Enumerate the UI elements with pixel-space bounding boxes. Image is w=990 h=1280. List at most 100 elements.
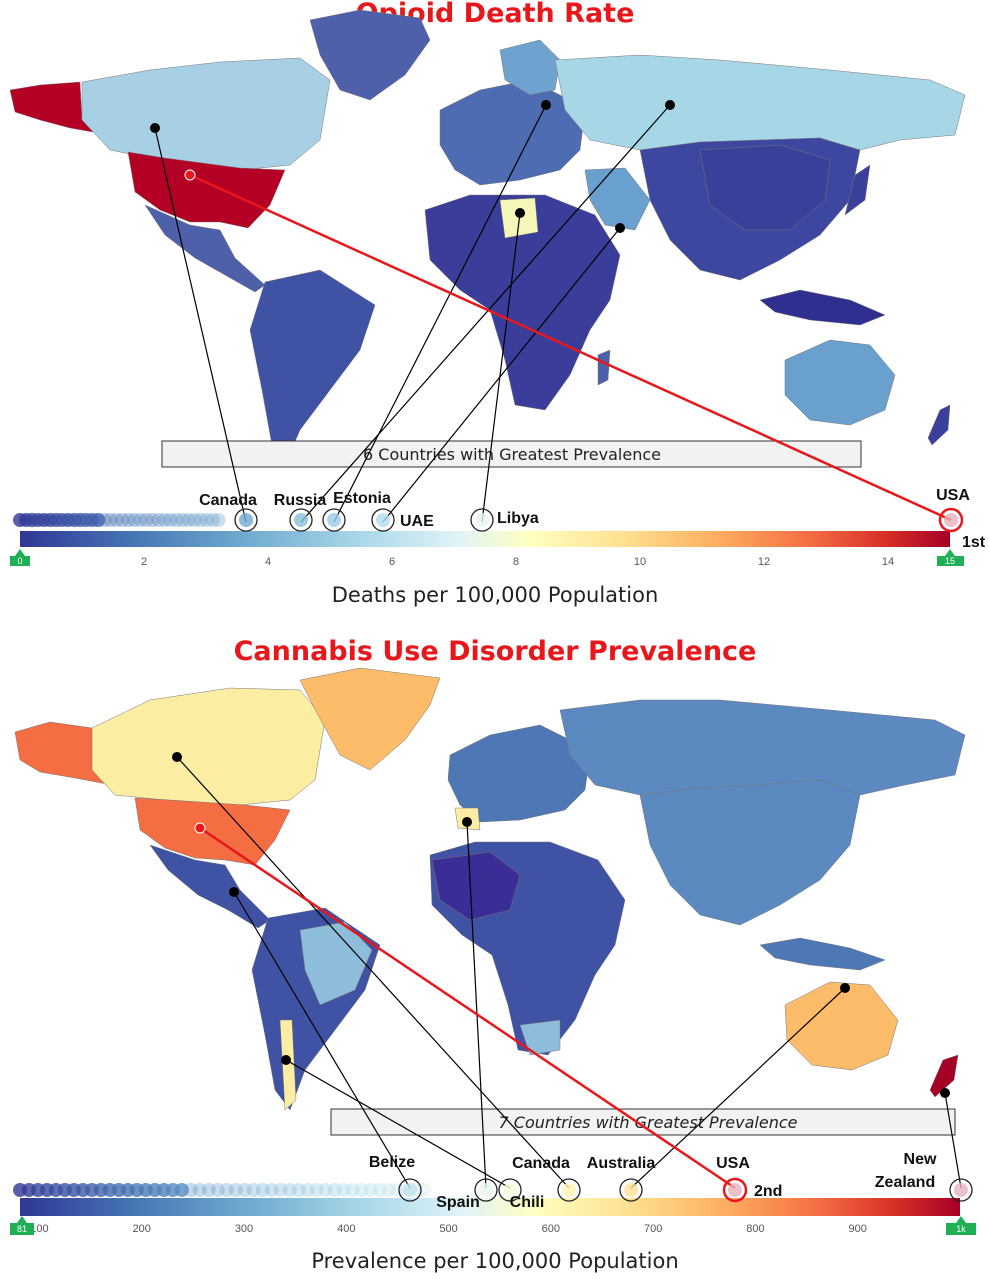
distribution-dot: [318, 1183, 333, 1197]
cannabis-dot-strip: [13, 1183, 432, 1197]
label-canada-2: Canada: [512, 1155, 570, 1172]
ring-usa[interactable]: [722, 1177, 748, 1203]
axis-tick-300: 300: [235, 1223, 253, 1235]
distribution-dot: [309, 1183, 324, 1197]
distribution-dot: [291, 1183, 306, 1197]
ring-new-zealand[interactable]: [949, 1178, 973, 1202]
map-brazil-2: [299, 921, 373, 1006]
map-south-africa-2: [519, 1019, 561, 1056]
map-australia-2: [784, 981, 899, 1071]
cannabis-panel: 7 Countries with Greatest Prevalence 100…: [10, 667, 976, 1235]
cannabis-box: [330, 1108, 956, 1136]
cannabis-rings: [398, 1177, 973, 1203]
opioid-world-map: [9, 9, 966, 466]
ring-uae[interactable]: [371, 508, 395, 532]
cannabis-max-badge-text: 1k: [956, 1224, 966, 1234]
distribution-dot: [174, 1183, 189, 1197]
label-estonia: Estonia: [333, 490, 391, 507]
distribution-dot: [336, 1183, 351, 1197]
distribution-dot: [133, 513, 148, 527]
map-russia-2: [559, 699, 966, 796]
distribution-dot: [273, 1183, 288, 1197]
distribution-dot: [192, 1183, 207, 1197]
distribution-dot: [354, 1183, 369, 1197]
axis-tick-200: 200: [133, 1223, 151, 1235]
distribution-dot: [127, 513, 142, 527]
distribution-dot: [103, 513, 118, 527]
cannabis-min-badge[interactable]: 81: [10, 1216, 34, 1235]
distribution-dot: [205, 513, 220, 527]
map-indonesia: [759, 289, 886, 326]
distribution-dot: [145, 513, 160, 527]
distribution-dot: [157, 513, 172, 527]
map-greenland: [309, 9, 431, 101]
axis-tick-6: 6: [389, 556, 395, 568]
opioid-connectors: [154, 104, 671, 523]
label-belize: Belize: [369, 1154, 415, 1171]
cannabis-box-label: 7 Countries with Greatest Prevalence: [499, 1113, 798, 1132]
point-chili: [281, 1055, 291, 1065]
ring-belize[interactable]: [398, 1178, 422, 1202]
distribution-dot: [255, 1183, 270, 1197]
label-libya: Libya: [497, 510, 539, 527]
ring-chili[interactable]: [498, 1178, 522, 1202]
opioid-box-label: 6 Countries with Greatest Prevalence: [363, 445, 661, 464]
distribution-dot: [151, 513, 166, 527]
point-estonia: [541, 100, 551, 110]
distribution-dot: [372, 1183, 387, 1197]
label-uae: UAE: [400, 513, 434, 530]
ring-libya[interactable]: [470, 508, 494, 532]
distribution-dot: [246, 1183, 261, 1197]
label-australia: Australia: [587, 1155, 656, 1172]
map-china: [699, 144, 831, 231]
map-scandinavia: [499, 39, 561, 96]
distribution-dot: [201, 1183, 216, 1197]
distribution-dot: [228, 1183, 243, 1197]
distribution-dot: [211, 513, 226, 527]
opioid-dot-strip: [13, 513, 226, 527]
ring-estonia[interactable]: [322, 508, 346, 532]
distribution-dot: [345, 1183, 360, 1197]
label-chili: Chili: [510, 1194, 545, 1211]
ring-usa[interactable]: [938, 507, 964, 533]
cannabis-map-points: [172, 752, 950, 1098]
axis-tick-600: 600: [542, 1223, 560, 1235]
opioid-min-badge-text: 0: [17, 556, 22, 566]
opioid-max-badge[interactable]: 15: [937, 549, 964, 566]
point-spain: [462, 817, 472, 827]
label-spain: Spain: [436, 1194, 480, 1211]
distribution-dot: [363, 1183, 378, 1197]
distribution-dot: [175, 513, 190, 527]
point-canada: [150, 123, 160, 133]
label-new-zealand-line1: New: [904, 1151, 937, 1168]
distribution-dot: [193, 513, 208, 527]
opioid-usa-connector: [189, 173, 952, 522]
ring-spain[interactable]: [474, 1178, 498, 1202]
cannabis-usa-connector: [199, 826, 736, 1190]
distribution-dot: [300, 1183, 315, 1197]
cannabis-min-badge-text: 81: [17, 1224, 27, 1234]
ring-canada[interactable]: [557, 1178, 581, 1202]
distribution-dot: [109, 513, 124, 527]
axis-tick-400: 400: [337, 1223, 355, 1235]
axis-tick-8: 8: [513, 556, 519, 568]
ring-australia[interactable]: [619, 1178, 643, 1202]
distribution-dot: [282, 1183, 297, 1197]
label-usa: USA: [936, 487, 970, 504]
map-indonesia-2: [759, 937, 886, 971]
ring-canada[interactable]: [234, 508, 258, 532]
opioid-panel: 6 Countries with Greatest Prevalence 2 4 6…: [9, 9, 986, 568]
distribution-dot: [115, 513, 130, 527]
point-russia: [665, 100, 675, 110]
cannabis-connectors: [176, 756, 962, 1189]
cannabis-max-badge[interactable]: 1k: [946, 1216, 976, 1235]
distribution-dot: [327, 1183, 342, 1197]
opioid-min-badge[interactable]: 0: [10, 549, 30, 566]
distribution-dot: [121, 513, 136, 527]
opioid-rings: [234, 507, 964, 533]
map-japan: [844, 164, 871, 216]
cannabis-world-map: [14, 667, 966, 1111]
ring-russia[interactable]: [289, 508, 313, 532]
axis-tick-900: 900: [849, 1223, 867, 1235]
map-usa: [127, 151, 286, 229]
